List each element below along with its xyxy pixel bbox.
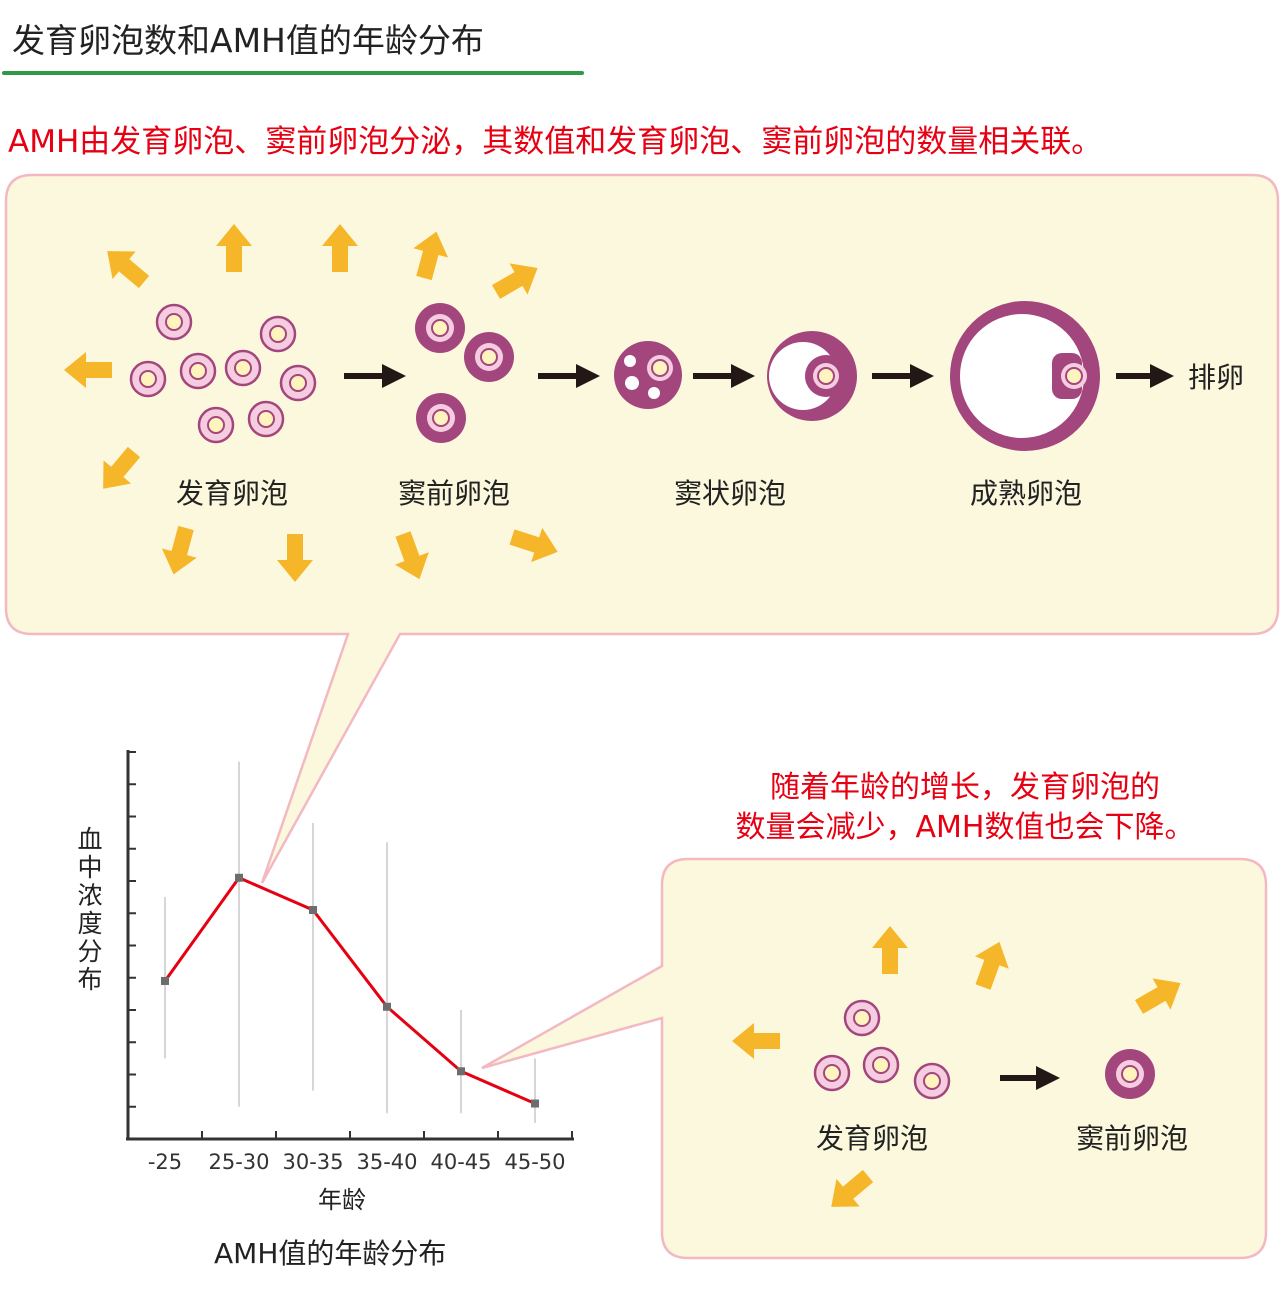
growing-antral-follicle-icon (767, 331, 857, 421)
decline-caption-line1: 随着年龄的增长，发育卵泡的 (770, 770, 1160, 805)
x-tick-label: 45-50 (504, 1150, 566, 1174)
antral-follicle-icon (614, 341, 682, 409)
yellow-arrow-icon (413, 231, 449, 281)
page-title: 发育卵泡数和AMH值的年龄分布 (12, 21, 484, 60)
yellow-arrow-icon (732, 1023, 780, 1059)
decline-caption: 随着年龄的增长，发育卵泡的 数量会减少，AMH数值也会下降。 (640, 768, 1283, 848)
x-tick-label: -25 (147, 1150, 183, 1174)
lead-text: AMH由发育卵泡、窦前卵泡分泌，其数值和发育卵泡、窦前卵泡的数量相关联。 (8, 124, 1103, 160)
preantral-follicle-icon (416, 393, 466, 443)
x-ticks (201, 1131, 573, 1139)
small-follicle-icon (913, 1062, 951, 1100)
data-line (163, 875, 536, 1105)
yellow-arrow-icon (974, 941, 1009, 990)
yellow-arrow-icon (872, 926, 908, 974)
range-lines (164, 761, 536, 1123)
yellow-arrow-icon (161, 525, 197, 575)
data-point (235, 873, 243, 882)
chart-caption: AMH值的年龄分布 (214, 1237, 447, 1270)
yellow-arrow-icon (216, 224, 252, 272)
small-follicle-icon (862, 1046, 900, 1084)
yellow-arrow-icon (64, 352, 112, 388)
preantral-follicles-top (415, 303, 514, 443)
mature-follicle-icon (950, 301, 1100, 451)
series-line (161, 873, 539, 1108)
stage-label-preantral: 窦前卵泡 (398, 477, 511, 510)
stage-label-antral: 窦状卵泡 (674, 477, 787, 510)
data-point (531, 1099, 539, 1108)
yellow-arrow-icon (277, 534, 313, 582)
small-follicle-icon (843, 999, 881, 1037)
yellow-arrow-icon (107, 251, 150, 289)
x-tick-label: 25-30 (208, 1150, 270, 1174)
small-follicle-icon (179, 352, 217, 390)
data-point (457, 1067, 465, 1076)
small-follicle-icon (155, 303, 193, 341)
developing-follicles-bottom (813, 999, 951, 1100)
yellow-arrow-icon (509, 527, 558, 563)
yellow-arrow-icon (103, 446, 141, 489)
yellow-arrow-icon (831, 1169, 874, 1207)
y-ticks (128, 751, 136, 1108)
stage-label-developing-bottom: 发育卵泡 (816, 1122, 929, 1155)
stage-label-mature: 成熟卵泡 (970, 477, 1083, 510)
x-tick-label: 40-45 (430, 1150, 492, 1174)
data-point (161, 976, 169, 985)
title-underline (2, 71, 584, 75)
yellow-arrow-icon (1135, 978, 1181, 1014)
yellow-arrow-icon (322, 224, 358, 272)
small-follicle-icon (247, 400, 285, 438)
small-follicle-icon (197, 406, 235, 444)
y-axis-label: 血中浓度分布 (77, 825, 103, 994)
yellow-arrow-icon (492, 263, 538, 299)
data-point (383, 1002, 391, 1011)
data-point (309, 906, 317, 915)
small-follicle-icon (813, 1054, 851, 1092)
small-follicle-icon (279, 364, 317, 402)
stage-label-preantral-bottom: 窦前卵泡 (1076, 1122, 1189, 1155)
yellow-arrow-icon (394, 531, 429, 580)
x-tick-label: 35-40 (356, 1150, 418, 1174)
secretion-arrows-bottom (732, 926, 1181, 1207)
x-axis-label: 年龄 (318, 1186, 366, 1214)
small-follicle-icon (224, 349, 262, 387)
amh-age-chart (126, 750, 574, 1141)
ovulation-label: 排卵 (1188, 361, 1245, 394)
stage-label-developing: 发育卵泡 (176, 477, 289, 510)
developing-follicles-top (129, 303, 317, 444)
decline-caption-line2: 数量会减少，AMH数值也会下降。 (735, 810, 1195, 845)
small-follicle-icon (129, 360, 167, 398)
preantral-follicle-icon (1105, 1049, 1155, 1099)
small-follicle-icon (259, 315, 297, 353)
x-tick-label: 30-35 (282, 1150, 344, 1174)
preantral-follicle-icon (464, 332, 514, 382)
preantral-follicle-icon (415, 303, 465, 353)
secretion-arrows-top (64, 224, 558, 582)
